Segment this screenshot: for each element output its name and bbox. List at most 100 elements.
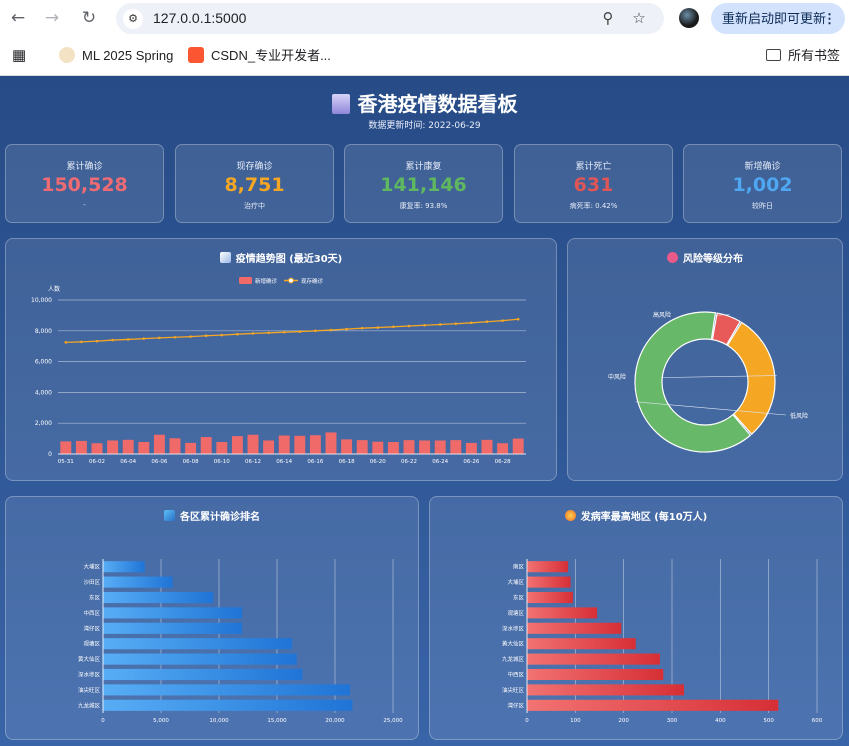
bar-district [527,638,636,650]
x-tick-label: 0 [525,718,529,724]
district-panel-title: 各区累计确诊排名 [6,508,418,523]
legend-label: 现存确诊 [301,277,324,285]
risk-panel-title: 风险等级分布 [568,250,842,265]
x-tick-label: 100 [570,718,581,724]
browser-chrome: ← → ↻ ⚙ 127.0.0.1:5000 ⚲ ☆ 重新启动即可更新 ⋮ ▦ … [0,0,849,76]
point-active-cases [173,335,177,339]
target-icon [667,252,678,263]
risk-panel: 风险等级分布 高风险 中风险 低风险 [567,238,843,481]
ml-favicon-icon [59,47,75,63]
bar-district [103,622,243,634]
forward-icon[interactable]: → [44,8,60,28]
point-active-cases [470,321,473,325]
bookmark-ml-label: ML 2025 Spring [82,48,174,63]
stat-card-total: 累计确诊 150,528 - [5,144,164,223]
folder-icon [766,49,781,61]
site-info-icon[interactable]: ⚙ [123,9,143,29]
stat-card-new: 新增确诊 1,002 较昨日 [683,144,842,223]
y-tick-label: 4,000 [35,389,52,396]
legend-label: 新增确诊 [255,277,278,285]
bar-district [527,561,569,573]
point-active-cases [282,330,286,334]
address-bar[interactable]: ⚙ 127.0.0.1:5000 ⚲ ☆ [116,3,664,34]
stat-label: 累计确诊 [66,162,103,172]
bar-district [103,638,293,650]
category-label: 黄大仙区 [502,640,525,648]
point-active-cases [454,322,458,326]
bookmark-csdn[interactable]: CSDN_专业开发者... [188,47,331,65]
x-tick-label: 06-28 [495,459,511,465]
x-tick-label: 06-12 [245,459,261,465]
bar-new-cases [91,443,103,454]
bar-new-cases [263,440,275,454]
bar-new-cases [309,435,321,454]
bar-new-cases [216,441,228,454]
map-icon [164,510,175,521]
trend-chart[interactable]: 0 2,000 4,000 6,000 8,000 10,000 人数 新增确诊 现存确诊 05-… [6,239,558,482]
update-button[interactable]: 重新启动即可更新 ⋮ [711,3,845,34]
stat-card-active: 现存确诊 8,751 治疗中 [175,144,334,223]
point-active-cases [126,338,130,341]
point-active-cases [485,320,489,324]
bar-new-cases [325,432,337,454]
bar-new-cases [122,439,134,454]
point-active-cases [158,336,161,340]
y-tick-label: 6,000 [35,359,52,366]
x-tick-label: 25,000 [383,718,403,724]
bar-district [103,591,214,604]
risk-title-text: 风险等级分布 [683,254,743,265]
zoom-icon[interactable]: ⚲ [602,9,614,27]
incidence-chart[interactable]: 0 100 200 300 400 500 600 南区大埔区东区观塘区深水埗区黄大仙区九龙城… [430,497,844,741]
point-active-cases [516,317,520,321]
stat-value: 631 [573,174,614,196]
category-label: 南区 [513,563,525,571]
bookmarks-bar: ▦ ML 2025 Spring CSDN_专业开发者... 所有书签 [0,37,849,76]
apps-grid-icon[interactable]: ▦ [12,47,27,64]
district-panel: 各区累计确诊排名 0 5,000 10,000 15,000 20,000 25,000 大… [5,496,419,740]
incidence-panel: 发病率最高地区 (每10万人) 0 100 200 300 400 500 600 南区 大埔区… [429,496,843,740]
point-active-cases [376,326,380,329]
stat-label: 现存确诊 [236,162,273,172]
bar-new-cases [387,441,399,454]
bar-new-cases [372,441,384,454]
bar-district [103,607,243,619]
point-active-cases [251,332,255,335]
x-tick-label: 06-26 [463,459,479,465]
district-title-text: 各区累计确诊排名 [180,512,260,523]
x-tick-label: 06-20 [370,459,386,465]
point-active-cases [111,338,114,342]
stat-sub: 较昨日 [752,202,773,210]
url-text[interactable]: 127.0.0.1:5000 [153,10,247,26]
district-chart[interactable]: 0 5,000 10,000 15,000 20,000 25,000 大埔区沙田区东区中西… [6,497,420,741]
stat-card-recovered: 累计康复 141,146 康复率: 93.8% [344,144,503,223]
bookmark-csdn-label: CSDN_专业开发者... [211,48,331,63]
category-label: 油尖旺区 [502,686,525,694]
point-active-cases [329,328,333,332]
x-tick-label: 06-16 [307,459,323,465]
point-active-cases [423,323,426,327]
x-tick-label: 06-10 [214,459,230,465]
reload-icon[interactable]: ↻ [81,8,97,28]
chart-icon [219,252,231,263]
bar-new-cases [278,435,290,454]
bar-new-cases [138,441,150,454]
bar-new-cases [465,442,477,454]
bar-district [527,576,571,588]
back-icon[interactable]: ← [10,8,26,28]
point-active-cases [438,323,442,326]
bar-new-cases [434,440,446,454]
bar-district [527,668,664,681]
csdn-favicon-icon [188,47,204,63]
bookmark-star-icon[interactable]: ☆ [632,9,646,27]
menu-icon[interactable]: ⋮ [823,11,836,26]
bar-new-cases [341,439,353,454]
bar-new-cases [185,442,197,454]
category-label: 湾仔区 [507,701,524,709]
x-tick-label: 10,000 [209,718,229,724]
all-bookmarks[interactable]: 所有书签 [766,47,840,65]
y-tick-label: 10,000 [31,297,52,304]
category-label: 观塘区 [83,640,100,648]
bookmark-ml[interactable]: ML 2025 Spring [59,47,173,65]
profile-avatar[interactable] [679,8,699,28]
